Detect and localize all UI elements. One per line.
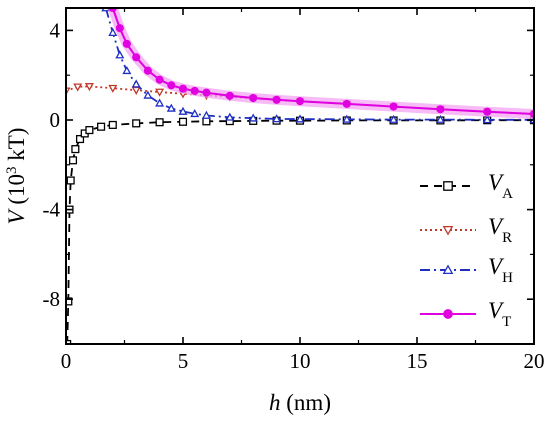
series-vh-point [166, 103, 176, 112]
x-tick-label: 10 [290, 349, 311, 373]
y-tick-label: 0 [50, 108, 61, 132]
series-vt-point [389, 102, 398, 111]
series-vt-point [225, 91, 234, 100]
legend-label: VT [488, 298, 511, 330]
series-va-point [108, 120, 117, 129]
series-vh [101, 8, 534, 124]
legend-item-vr: VR [420, 214, 512, 246]
y-axis-label: V (103 kT) [4, 128, 29, 225]
series-va-point [75, 134, 85, 144]
legend-marker [443, 181, 453, 191]
series-vt-point [143, 66, 152, 75]
legend: VA VR VH VT [420, 170, 513, 330]
y-axis-label-unit-exp: 3 [4, 166, 20, 174]
series-vh-point [108, 27, 118, 37]
series-vh-point [342, 114, 352, 123]
series-va-point [97, 122, 106, 131]
series-va-point [178, 117, 188, 126]
legend-item-vh: VH [420, 254, 513, 286]
series-va-point [85, 126, 94, 135]
series-vh-point [190, 108, 200, 118]
series-vt-point [483, 107, 492, 116]
y-tick-label: -8 [43, 287, 61, 311]
series-vh-point [248, 113, 258, 122]
x-tick-label: 5 [178, 349, 189, 373]
series-va-point [66, 176, 75, 185]
series-vh-point [225, 112, 235, 121]
y-axis-label-unit-pre: (10 [4, 174, 29, 210]
series-vt-point [132, 53, 141, 62]
series-vr-point [131, 86, 141, 95]
legend-marker [442, 225, 454, 236]
series-va-point [66, 297, 73, 306]
series-vt-point [115, 24, 124, 33]
series-vr-point [108, 84, 118, 93]
series-vt-point [190, 86, 199, 95]
y-axis-label-unit-post: kT) [4, 128, 29, 167]
series-vt-point [342, 99, 351, 108]
series-vt-point [272, 95, 281, 104]
series-vh-point [143, 90, 153, 99]
series-vt-point [122, 39, 131, 48]
series-va [66, 116, 534, 344]
series-vr-point [73, 83, 83, 92]
series-vh-point [178, 106, 188, 115]
legend-label: VH [488, 254, 513, 286]
legend-label: VA [488, 170, 513, 202]
series-va-point [132, 119, 141, 128]
legend-label: VR [488, 214, 512, 246]
series-vt-glow [107, 8, 534, 119]
series-vt-point [295, 97, 305, 106]
x-tick-label: 20 [524, 349, 545, 373]
series-va-point [71, 145, 80, 154]
series-vh-point [131, 79, 141, 88]
series-vt-point [167, 81, 176, 90]
series-vh-point [435, 114, 445, 123]
plot-series [66, 8, 534, 344]
series-vr-point [84, 83, 94, 92]
y-axis-label-var: V [4, 207, 29, 224]
x-axis-label-unit: (nm) [281, 390, 331, 415]
series-vt-point [202, 88, 211, 97]
series-vh-point [122, 65, 132, 75]
series-vt-point [178, 84, 188, 93]
series-va-point [68, 156, 78, 165]
series-vh-point [389, 114, 399, 123]
legend-item-va: VA [420, 170, 513, 202]
x-tick-label: 0 [61, 349, 72, 373]
series-vh-point [482, 115, 492, 124]
x-axis-label: h (nm) [269, 390, 331, 415]
series-vt-point [436, 105, 445, 114]
y-tick-label: -4 [43, 198, 61, 222]
series-vt-point [249, 93, 258, 103]
series-vh-point [155, 98, 165, 107]
axes: 0 5 10 15 20 -8 -4 0 4 [43, 8, 545, 373]
x-tick-label: 15 [407, 349, 428, 373]
legend-marker [443, 309, 453, 319]
x-axis-label-var: h [269, 390, 281, 415]
series-vh-point [272, 114, 282, 123]
series-va-point [155, 118, 164, 127]
series-vh-point [115, 50, 125, 59]
series-vr-point [155, 88, 165, 97]
series-vh-point [295, 114, 305, 123]
series-va-point [202, 117, 211, 126]
y-tick-label: 4 [50, 18, 61, 42]
series-va-point [66, 339, 72, 344]
series-vh-point [201, 110, 211, 119]
legend-marker [442, 264, 454, 275]
series-va-line [66, 119, 534, 344]
legend-item-vt: VT [420, 298, 511, 330]
series-vt-point [155, 75, 164, 84]
series-vt [107, 8, 534, 119]
